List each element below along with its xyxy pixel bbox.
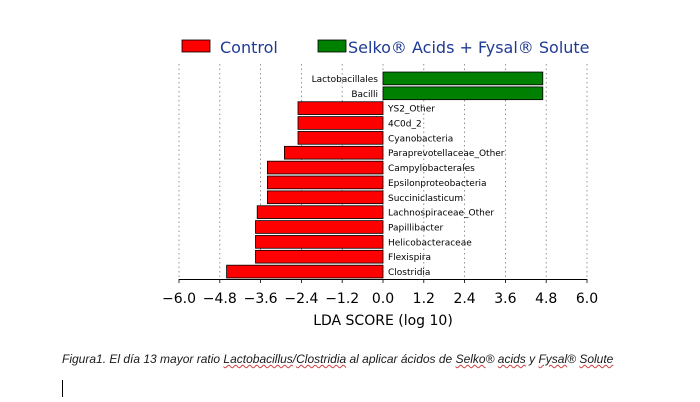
bar — [266, 175, 384, 190]
bar-label: Campylobacterales — [388, 164, 475, 174]
bar-label: Clostridia — [388, 268, 430, 278]
x-tick-label: 4.8 — [535, 291, 557, 307]
caption-text: / — [292, 352, 297, 366]
legend-swatch-treatment — [317, 39, 347, 53]
caption-word-clostridia: Clostridia — [296, 352, 347, 366]
x-tick-label: 3.6 — [494, 291, 516, 307]
x-tick-label: 0.0 — [372, 291, 394, 307]
caption-text: al aplicar ácidos de — [346, 352, 456, 366]
caption-text: ® — [485, 352, 498, 366]
bar-label: Epsilonproteobacteria — [388, 179, 487, 189]
bar — [255, 235, 384, 249]
bar — [382, 71, 544, 86]
x-tick-label: −6.0 — [162, 291, 196, 307]
bar — [255, 220, 384, 234]
bar-label: Papillibacter — [388, 224, 443, 234]
caption-word-fysal: Fysal — [538, 352, 568, 366]
x-ticks: −6.0 −4.8 −3.6 −2.4 −1.2 0.0 1.2 2.4 3.6 4.8 6.0 — [162, 279, 598, 307]
figure-caption: Figura1. El día 13 mayor ratio Lactobaci… — [62, 352, 613, 366]
text-cursor — [62, 380, 63, 397]
bar-labels: Lactobacillales Bacilli YS2_Other 4C0d_2 Cya… — [312, 75, 505, 278]
lda-chart: Control Selko® Acids + Fysal® Solute Lac… — [162, 38, 598, 329]
x-tick-label: −1.2 — [325, 291, 359, 307]
x-tick-label: 6.0 — [576, 291, 598, 307]
caption-word-acids: acids — [497, 352, 526, 366]
bar-label: Paraprevotellaceae_Other — [388, 149, 505, 159]
bar — [297, 116, 384, 130]
legend: Control Selko® Acids + Fysal® Solute — [181, 38, 590, 57]
caption-text: Figura1. El día 13 mayor ratio — [62, 352, 224, 366]
bar-label: Lachnospiraceae_Other — [388, 209, 494, 219]
bars — [226, 71, 544, 279]
caption-word-lactobacillus: Lactobacillus — [223, 352, 293, 366]
bar — [226, 264, 384, 279]
caption-word-solute: Solute — [579, 352, 614, 366]
x-tick-label: −4.8 — [203, 291, 237, 307]
legend-label-treatment: Selko® Acids + Fysal® Solute — [348, 38, 590, 57]
bar — [266, 160, 384, 175]
x-axis-label: LDA SCORE (log 10) — [313, 313, 453, 329]
x-tick-label: −3.6 — [244, 291, 278, 307]
legend-label-control: Control — [220, 38, 278, 57]
bar — [255, 249, 384, 264]
x-tick-label: 2.4 — [453, 291, 475, 307]
bar — [382, 86, 544, 101]
bar — [283, 145, 384, 160]
bar-label: Bacilli — [351, 90, 378, 100]
caption-text: y — [525, 352, 539, 366]
x-tick-label: −2.4 — [284, 291, 318, 307]
bar — [297, 101, 384, 115]
bar-label: YS2_Other — [387, 105, 435, 115]
x-tick-label: 1.2 — [413, 291, 435, 307]
bar-label: Helicobacteraceae — [388, 238, 472, 248]
legend-swatch-control — [181, 39, 211, 53]
caption-word-selko: Selko — [455, 352, 486, 366]
bar-label: Succiniclasticum — [388, 194, 463, 204]
bar-label: Cyanobacteria — [388, 134, 453, 144]
bar-label: 4C0d_2 — [388, 120, 422, 130]
bar-label: Lactobacillales — [312, 75, 379, 85]
bar — [266, 190, 384, 205]
bar — [256, 205, 384, 219]
bar — [297, 131, 384, 145]
caption-text: ® — [567, 352, 580, 366]
bar-label: Flexispira — [388, 253, 431, 263]
